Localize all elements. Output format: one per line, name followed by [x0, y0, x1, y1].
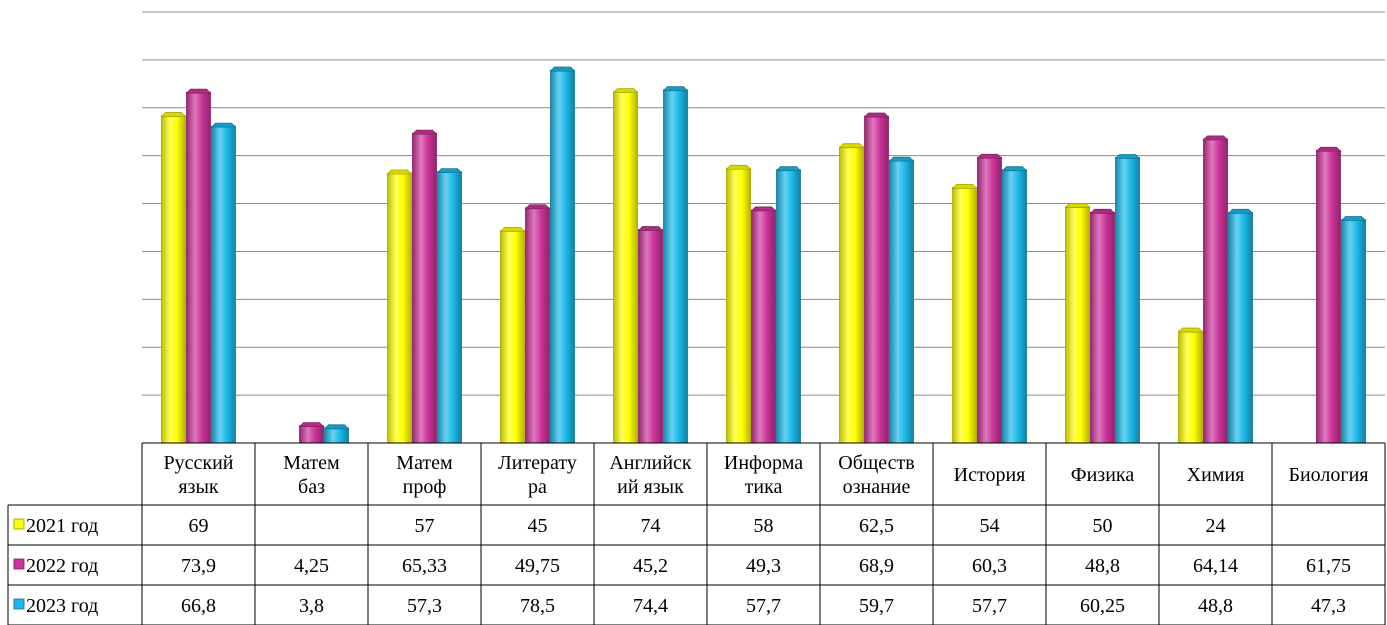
- category-label: Матем: [396, 452, 453, 474]
- gridlines: [142, 11, 1385, 396]
- bar-2-11: [1315, 146, 1342, 444]
- data-value-label: 48,8: [1085, 555, 1120, 577]
- bar-1-10: [1177, 327, 1204, 444]
- bar-3-1: [210, 122, 237, 444]
- legend-swatch: [13, 518, 25, 530]
- data-value-label: 58: [754, 515, 774, 537]
- legend-swatch: [13, 558, 25, 570]
- bar-2-4: [524, 204, 551, 444]
- bar-1-1: [160, 112, 187, 444]
- data-value-label: 57: [415, 515, 435, 537]
- data-value-label: 49,3: [746, 555, 781, 577]
- category-label: баз: [298, 476, 325, 498]
- legend-label: 2021 год: [26, 515, 98, 537]
- data-value-label: 62,5: [859, 515, 894, 537]
- data-value-label: 57,3: [407, 595, 442, 617]
- bar-3-8: [1001, 166, 1028, 444]
- category-label: Английск: [609, 452, 692, 474]
- bar-3-11: [1340, 216, 1367, 444]
- bar-2-1: [185, 88, 212, 444]
- category-label: История: [954, 464, 1026, 486]
- data-value-label: 60,25: [1080, 595, 1125, 617]
- bar-3-9: [1114, 154, 1141, 444]
- category-label: тика: [745, 476, 783, 498]
- bar-3-4: [549, 66, 576, 444]
- bar-2-10: [1202, 135, 1229, 444]
- bar-1-5: [612, 88, 639, 444]
- data-value-label: 74,4: [633, 595, 668, 617]
- category-label: Биология: [1288, 464, 1368, 486]
- data-value-label: 48,8: [1198, 595, 1233, 617]
- bar-3-2: [323, 424, 350, 444]
- category-label: Информа: [724, 452, 803, 474]
- category-label: Обществ: [838, 452, 914, 474]
- bar-1-8: [951, 184, 978, 444]
- bar-2-9: [1089, 208, 1116, 444]
- bar-3-10: [1227, 208, 1254, 444]
- data-value-label: 57,7: [972, 595, 1007, 617]
- data-value-label: 57,7: [746, 595, 781, 617]
- data-value-label: 78,5: [520, 595, 555, 617]
- data-value-label: 4,25: [294, 555, 329, 577]
- data-value-label: 45: [528, 515, 548, 537]
- bar-1-9: [1064, 203, 1091, 444]
- category-label: ий язык: [617, 476, 684, 498]
- bar-2-8: [976, 153, 1003, 444]
- legend-swatch: [13, 598, 25, 610]
- data-value-label: 45,2: [633, 555, 668, 577]
- data-value-label: 61,75: [1306, 555, 1351, 577]
- data-value-label: 65,33: [402, 555, 447, 577]
- category-label: язык: [178, 476, 219, 498]
- category-label: ознание: [843, 476, 911, 498]
- data-value-label: 73,9: [181, 555, 216, 577]
- data-value-label: 49,75: [515, 555, 560, 577]
- bar-2-2: [298, 422, 325, 444]
- bar-1-3: [386, 169, 413, 444]
- bar-2-7: [863, 112, 890, 444]
- data-value-label: 69: [189, 515, 209, 537]
- data-value-label: 74: [641, 515, 661, 537]
- category-label: Литерату: [498, 452, 577, 474]
- bar-3-6: [775, 166, 802, 444]
- data-value-label: 59,7: [859, 595, 894, 617]
- category-label: Русский: [164, 452, 234, 474]
- data-value-label: 66,8: [181, 595, 216, 617]
- bar-2-3: [411, 129, 438, 444]
- bar-3-3: [436, 168, 463, 444]
- bar-1-4: [499, 227, 526, 444]
- data-value-label: 68,9: [859, 555, 894, 577]
- data-value-label: 3,8: [299, 595, 324, 617]
- bar-2-5: [637, 226, 664, 444]
- category-label: ра: [528, 476, 547, 498]
- bar-3-5: [662, 86, 689, 444]
- data-value-label: 54: [980, 515, 1000, 537]
- data-value-label: 64,14: [1193, 555, 1238, 577]
- category-label: проф: [403, 476, 447, 498]
- bar-3-7: [888, 156, 915, 444]
- bar-1-7: [838, 143, 865, 444]
- legend-label: 2023 год: [26, 595, 98, 617]
- data-value-label: 47,3: [1311, 595, 1346, 617]
- bar-2-6: [750, 206, 777, 444]
- category-label: Матем: [283, 452, 340, 474]
- category-label: Химия: [1187, 464, 1245, 486]
- data-table: РусскийязыкМатембазМатемпрофЛитератураАн…: [7, 442, 1386, 625]
- legend-label: 2022 год: [26, 555, 98, 577]
- data-value-label: 50: [1093, 515, 1113, 537]
- bars: [160, 66, 1367, 444]
- data-value-label: 24: [1206, 515, 1226, 537]
- data-value-label: 60,3: [972, 555, 1007, 577]
- category-label: Физика: [1071, 464, 1135, 486]
- bar-1-6: [725, 164, 752, 444]
